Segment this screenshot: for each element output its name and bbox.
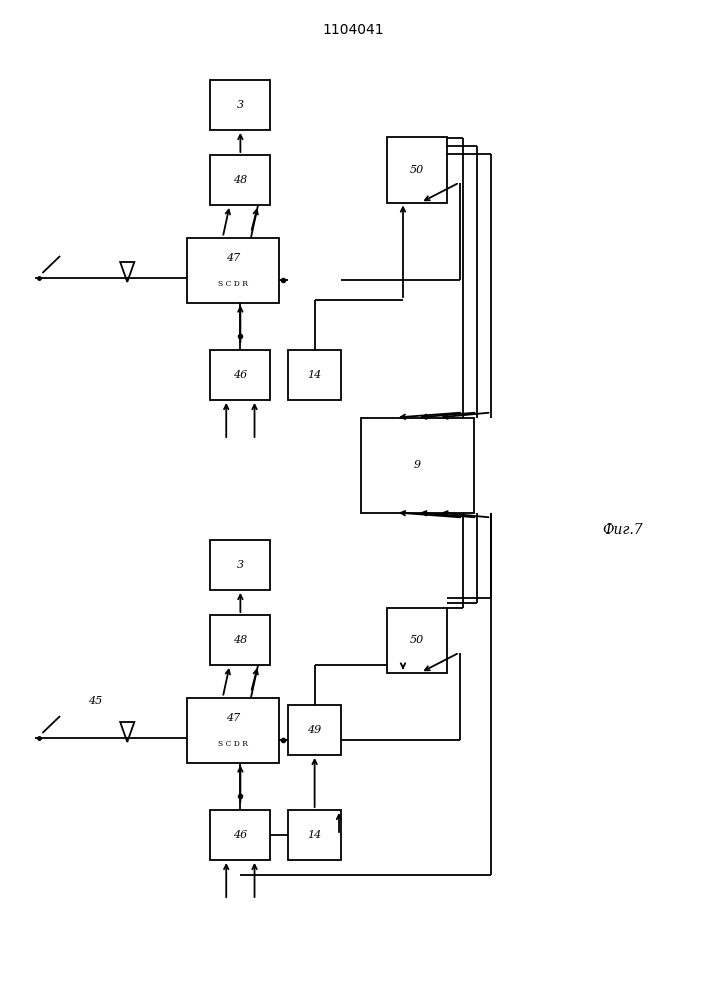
Text: 48: 48 [233,635,247,645]
Bar [387,137,447,202]
Text: 3: 3 [237,100,244,110]
Bar [211,350,271,400]
Text: 49: 49 [308,725,322,735]
Bar [288,705,341,755]
Text: Фиг.7: Фиг.7 [602,523,643,537]
Text: 47: 47 [226,713,240,723]
Text: 9: 9 [414,460,421,470]
Bar [211,615,271,665]
Bar [361,418,474,512]
Text: 45: 45 [88,696,103,706]
Text: 46: 46 [233,370,247,380]
Bar [211,810,271,860]
Text: 1104041: 1104041 [322,23,385,37]
Text: 14: 14 [308,370,322,380]
Text: 50: 50 [410,165,424,175]
Text: 50: 50 [410,635,424,645]
Text: S C D R: S C D R [218,740,248,748]
Bar [187,698,279,762]
Text: 48: 48 [233,175,247,185]
Text: 3: 3 [237,560,244,570]
Bar [187,237,279,302]
Text: 14: 14 [308,830,322,840]
Bar [211,155,271,205]
Bar [288,810,341,860]
Text: S C D R: S C D R [218,280,248,288]
Text: 46: 46 [233,830,247,840]
Text: 47: 47 [226,253,240,263]
Bar [211,80,271,130]
Bar [288,350,341,400]
Bar [211,540,271,590]
Bar [387,607,447,672]
